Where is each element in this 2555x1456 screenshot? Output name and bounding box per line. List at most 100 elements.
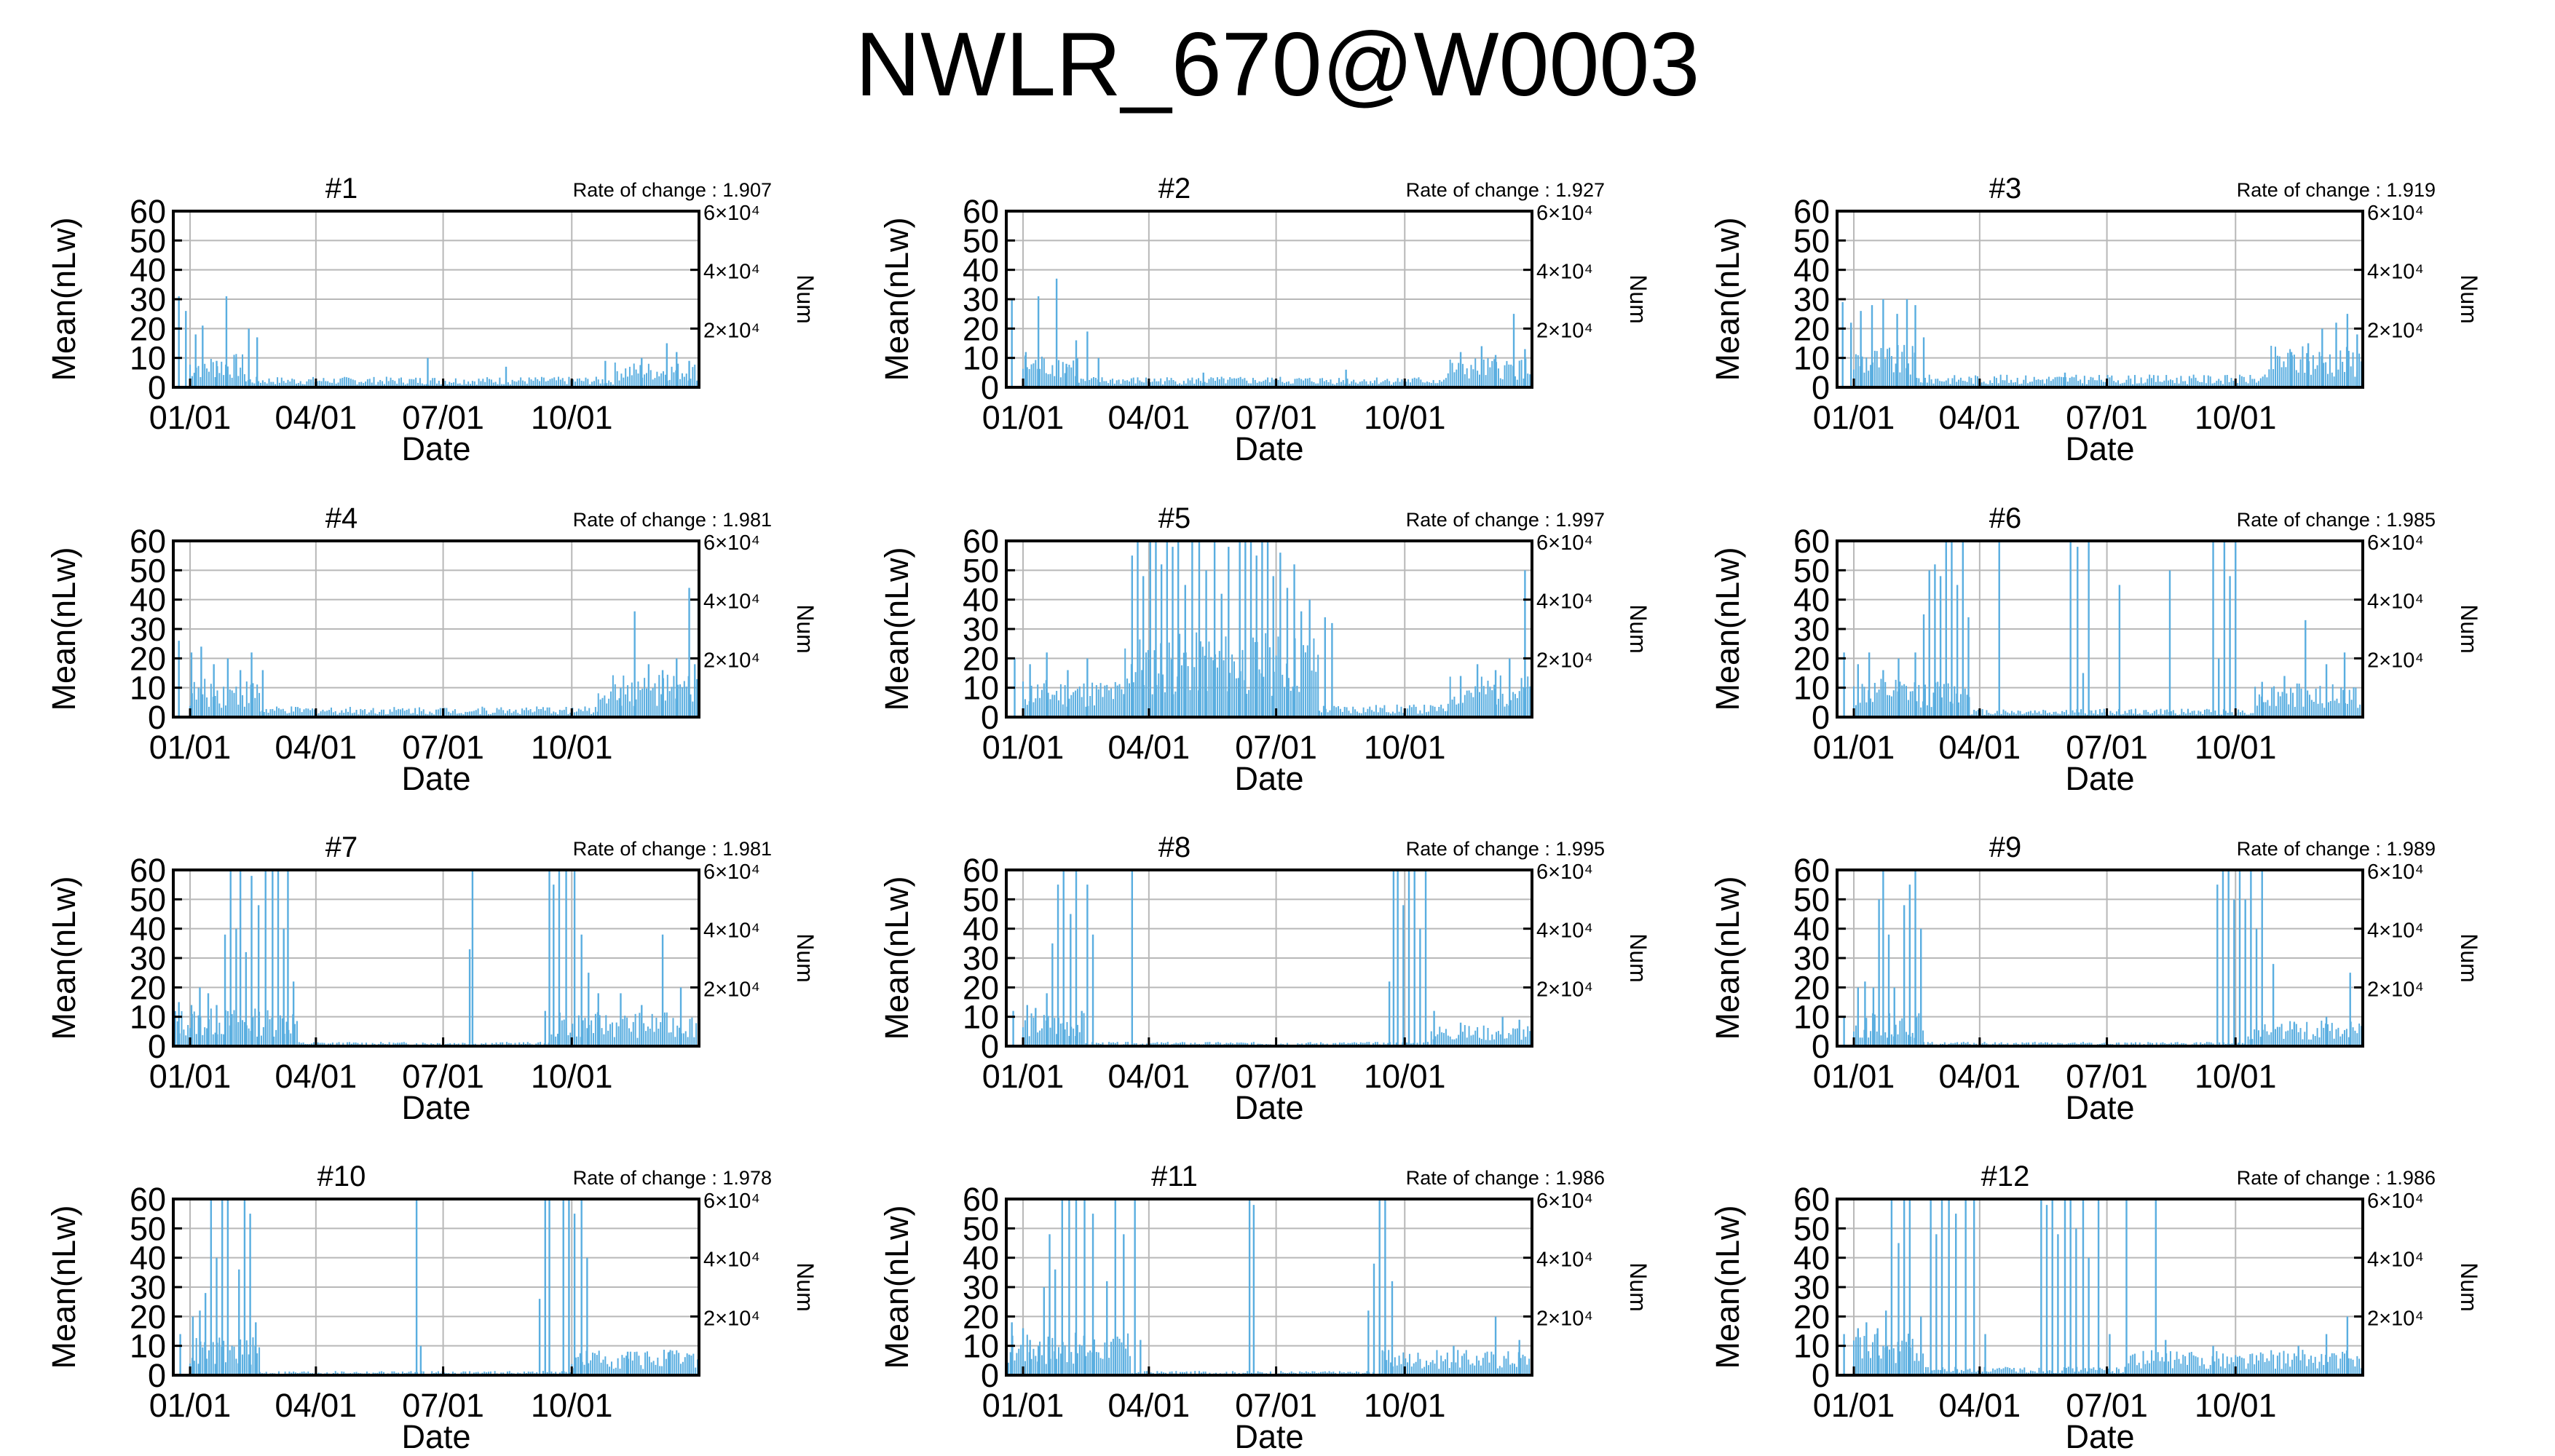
y-tick-label: 0 <box>148 699 166 736</box>
x-tick-label: 10/01 <box>531 1387 613 1424</box>
y-tick-label: 60 <box>1793 523 1830 560</box>
y2-axis-title: Num <box>1625 933 1651 983</box>
x-axis-title: Date <box>401 1418 470 1455</box>
rate-of-change: Rate of change : 1.985 <box>2237 509 2436 531</box>
rate-of-change: Rate of change : 1.927 <box>1406 179 1605 201</box>
x-tick-label: 10/01 <box>1364 1058 1446 1095</box>
y2-axis-title: Num <box>792 933 818 983</box>
y-axis-title: Mean(nLw) <box>878 1205 915 1369</box>
y-tick-label: 0 <box>1812 699 1830 736</box>
y2-axis-title: Num <box>2456 274 2482 324</box>
x-tick-label: 04/01 <box>275 1058 358 1095</box>
x-axis-title: Date <box>1234 430 1303 467</box>
y-tick-label: 60 <box>1793 1181 1830 1218</box>
x-tick-label: 01/01 <box>1813 729 1895 766</box>
x-tick-label: 10/01 <box>531 1058 613 1095</box>
y-tick-label: 50 <box>1793 881 1830 918</box>
y-tick-label: 0 <box>148 369 166 406</box>
rate-of-change: Rate of change : 1.978 <box>573 1167 772 1189</box>
y2-tick-label: 4×10⁴ <box>2367 919 2424 943</box>
panel-title: #5 <box>1158 502 1191 534</box>
y-tick-label: 40 <box>1793 1240 1830 1277</box>
y-tick-label: 20 <box>1793 310 1830 347</box>
y2-axis-title: Num <box>1625 274 1651 324</box>
y2-tick-label: 2×10⁴ <box>1536 978 1593 1001</box>
y2-tick-label: 4×10⁴ <box>1536 919 1593 943</box>
y-tick-label: 60 <box>963 193 999 230</box>
x-tick-label: 01/01 <box>1813 1387 1895 1424</box>
y-tick-label: 0 <box>981 1028 999 1065</box>
y-tick-label: 0 <box>981 1357 999 1394</box>
x-tick-label: 07/01 <box>2066 399 2148 436</box>
y-axis-title: Mean(nLw) <box>878 217 915 381</box>
y-tick-label: 20 <box>963 1298 999 1335</box>
y-tick-label: 20 <box>963 640 999 677</box>
x-tick-label: 10/01 <box>2195 399 2277 436</box>
y-tick-label: 60 <box>130 852 166 889</box>
y-tick-label: 30 <box>130 611 166 648</box>
panel-title: #8 <box>1158 831 1191 863</box>
y-tick-label: 50 <box>1793 552 1830 589</box>
x-axis-title: Date <box>401 760 470 797</box>
y2-tick-label: 2×10⁴ <box>1536 1307 1593 1330</box>
y-axis-title: Mean(nLw) <box>45 217 82 381</box>
y-tick-label: 40 <box>130 252 166 289</box>
x-axis-title: Date <box>1234 1089 1303 1126</box>
y-tick-label: 40 <box>130 582 166 619</box>
y-tick-label: 0 <box>1812 1028 1830 1065</box>
y-tick-label: 20 <box>1793 969 1830 1006</box>
panel-title: #10 <box>317 1160 366 1192</box>
x-axis-title: Date <box>401 430 470 467</box>
x-tick-label: 07/01 <box>402 1387 484 1424</box>
x-tick-label: 07/01 <box>402 399 484 436</box>
y2-tick-label: 4×10⁴ <box>2367 590 2424 614</box>
y-tick-label: 60 <box>130 193 166 230</box>
y2-tick-label: 6×10⁴ <box>2367 202 2424 225</box>
y2-tick-label: 6×10⁴ <box>1536 531 1593 555</box>
y-tick-label: 50 <box>130 1210 166 1247</box>
x-tick-label: 04/01 <box>1939 1058 2021 1095</box>
y-tick-label: 50 <box>130 881 166 918</box>
y2-tick-label: 6×10⁴ <box>703 1190 760 1213</box>
x-tick-label: 04/01 <box>1108 1387 1190 1424</box>
y-tick-label: 10 <box>1793 670 1830 707</box>
y-axis-title: Mean(nLw) <box>1709 547 1746 711</box>
y2-tick-label: 2×10⁴ <box>2367 978 2424 1001</box>
y2-tick-label: 2×10⁴ <box>2367 649 2424 672</box>
y2-tick-label: 6×10⁴ <box>703 202 760 225</box>
x-tick-label: 01/01 <box>1813 399 1895 436</box>
y-tick-label: 30 <box>130 281 166 318</box>
y-tick-label: 0 <box>1812 1357 1830 1394</box>
y2-tick-label: 4×10⁴ <box>703 590 760 614</box>
rate-of-change: Rate of change : 1.995 <box>1406 838 1605 860</box>
x-tick-label: 10/01 <box>1364 729 1446 766</box>
y-tick-label: 40 <box>963 252 999 289</box>
y-tick-label: 10 <box>130 340 166 377</box>
x-tick-label: 01/01 <box>149 399 232 436</box>
x-tick-label: 10/01 <box>531 729 613 766</box>
y2-tick-label: 4×10⁴ <box>703 261 760 284</box>
y2-tick-label: 2×10⁴ <box>703 1307 760 1330</box>
y-tick-label: 10 <box>130 999 166 1036</box>
y2-tick-label: 2×10⁴ <box>2367 1307 2424 1330</box>
y-tick-label: 10 <box>963 340 999 377</box>
y2-tick-label: 6×10⁴ <box>703 531 760 555</box>
x-tick-label: 04/01 <box>275 1387 358 1424</box>
x-tick-label: 01/01 <box>982 399 1065 436</box>
y-axis-title: Mean(nLw) <box>45 1205 82 1369</box>
x-tick-label: 07/01 <box>2066 1387 2148 1424</box>
y2-tick-label: 2×10⁴ <box>1536 319 1593 342</box>
x-axis-title: Date <box>1234 1418 1303 1455</box>
y2-axis-title: Num <box>1625 604 1651 654</box>
panel-title: #3 <box>1989 173 2022 205</box>
y-tick-label: 50 <box>1793 222 1830 259</box>
x-tick-label: 04/01 <box>275 729 358 766</box>
y2-axis-title: Num <box>2456 1262 2482 1312</box>
x-tick-label: 07/01 <box>402 729 484 766</box>
y2-tick-label: 6×10⁴ <box>2367 531 2424 555</box>
y-tick-label: 10 <box>963 1328 999 1365</box>
y-tick-label: 30 <box>963 611 999 648</box>
y2-tick-label: 4×10⁴ <box>1536 590 1593 614</box>
